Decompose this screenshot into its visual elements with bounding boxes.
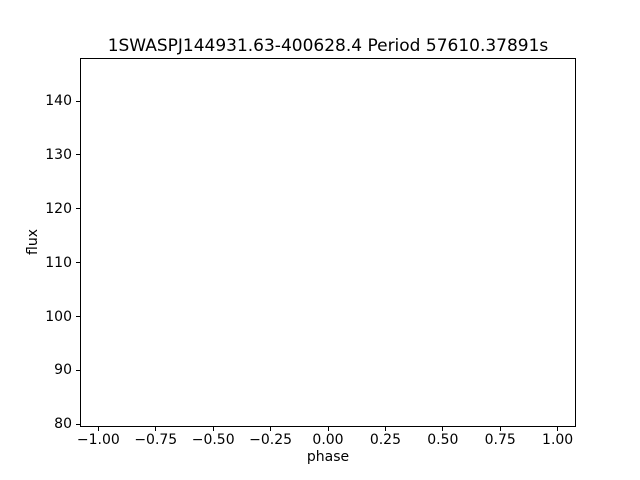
x-tick-label: −1.00 xyxy=(76,432,120,448)
x-tick-label: 1.00 xyxy=(542,432,574,448)
y-axis-label: flux xyxy=(25,229,41,255)
y-tick-label: 80 xyxy=(54,416,72,433)
x-tick-mark xyxy=(270,427,272,431)
y-tick-mark xyxy=(76,316,80,318)
x-tick-label: 0.25 xyxy=(369,432,401,448)
x-tick-mark xyxy=(557,427,559,431)
y-tick-mark xyxy=(76,154,80,156)
y-tick-label: 120 xyxy=(45,200,72,217)
y-tick-mark xyxy=(76,423,80,425)
y-tick-label: 110 xyxy=(45,254,72,271)
y-tick-label: 90 xyxy=(54,362,72,379)
x-axis-label: phase xyxy=(306,449,350,465)
y-tick-label: 140 xyxy=(45,93,72,110)
y-tick-mark xyxy=(76,100,80,102)
x-tick-mark xyxy=(442,427,444,431)
y-tick-mark xyxy=(76,369,80,371)
x-tick-mark xyxy=(499,427,501,431)
y-tick-mark xyxy=(76,262,80,264)
x-tick-label: −0.50 xyxy=(191,432,235,448)
plot-area xyxy=(80,58,576,427)
x-tick-mark xyxy=(97,427,99,431)
x-tick-mark xyxy=(155,427,157,431)
x-tick-label: 0.75 xyxy=(484,432,516,448)
x-tick-mark xyxy=(384,427,386,431)
y-tick-label: 100 xyxy=(45,308,72,325)
x-tick-label: 0.50 xyxy=(427,432,459,448)
y-tick-mark xyxy=(76,208,80,210)
y-tick-label: 130 xyxy=(45,146,72,163)
x-tick-mark xyxy=(327,427,329,431)
chart-title: 1SWASPJ144931.63-400628.4 Period 57610.3… xyxy=(107,36,549,56)
x-tick-label: −0.25 xyxy=(249,432,293,448)
x-tick-label: −0.75 xyxy=(134,432,178,448)
x-tick-mark xyxy=(212,427,214,431)
x-tick-label: 0.00 xyxy=(312,432,344,448)
